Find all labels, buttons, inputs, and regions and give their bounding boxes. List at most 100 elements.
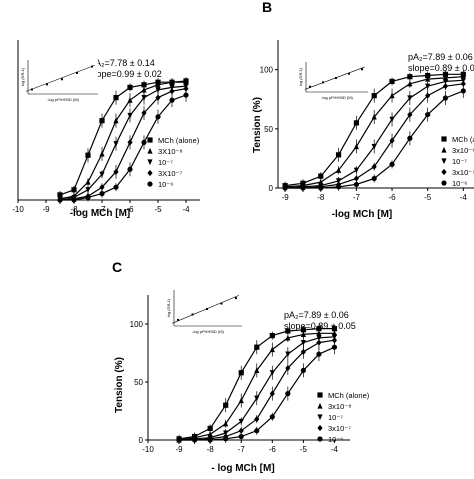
legend-marker (317, 436, 323, 442)
x-tick-label: -5 (300, 445, 308, 454)
data-point (99, 184, 105, 191)
panel-b-y-axis-label: Tension (%) (252, 97, 263, 153)
legend-marker (317, 424, 323, 432)
data-point (99, 171, 105, 178)
series-4 (57, 88, 189, 204)
legend-marker (147, 137, 153, 143)
legend-label: 3x10⁻⁷ (328, 424, 351, 433)
inset-plot: -log pFHHSiD (M) log (DR-1) (20, 60, 98, 102)
inset-point (348, 72, 350, 75)
legend-marker (317, 392, 323, 398)
data-point (223, 436, 229, 442)
data-point (155, 81, 161, 88)
data-point (371, 93, 377, 99)
series-4 (176, 340, 338, 444)
inset-point (309, 85, 311, 88)
data-point (269, 370, 275, 376)
x-tick-label: -8 (317, 193, 325, 202)
x-tick-label: -9 (176, 445, 184, 454)
legend-marker (147, 159, 153, 166)
legend-label: 3x10⁻⁸ (328, 402, 351, 411)
data-point (285, 334, 291, 341)
data-point (155, 87, 161, 94)
inset-y-label: log (DR-1) (20, 67, 25, 86)
y-tick-label: 50 (134, 378, 143, 387)
legend-label: MCh (alone) (328, 391, 370, 400)
inset-point (177, 318, 179, 321)
x-tick-label: -6 (126, 205, 134, 214)
x-tick-label: -10 (142, 445, 154, 454)
data-point (183, 79, 189, 85)
data-point (353, 175, 359, 182)
legend-label: MCh (alone) (452, 135, 474, 144)
data-point (371, 175, 377, 182)
data-point (371, 143, 377, 150)
data-point (238, 427, 244, 434)
inset-point (322, 81, 324, 84)
series-line (285, 90, 464, 189)
inset-point (206, 308, 208, 310)
inset-point (335, 77, 337, 79)
panel-c-annotation-slope: slope=0.89 ± 0.05 (284, 321, 356, 331)
data-point (155, 94, 161, 101)
legend-label: MCh (alone) (158, 136, 200, 145)
data-point (113, 95, 119, 101)
legend-marker (441, 136, 447, 142)
data-point (238, 418, 244, 425)
x-tick-label: -10 (12, 205, 24, 214)
data-point (353, 181, 359, 188)
data-point (316, 351, 322, 357)
data-point (407, 95, 413, 102)
series-0 (176, 324, 338, 443)
inset-x-label: -log pFHHSiD (M) (192, 329, 224, 334)
inset-fit-line (25, 64, 96, 92)
inset-y-label: log (DR-1) (298, 67, 303, 86)
y-tick-label: 50 (264, 125, 273, 134)
panel-b-label: B (262, 0, 272, 15)
data-point (141, 95, 147, 101)
panel-a-x-axis-label: -log MCh [M] (70, 208, 131, 219)
data-point (127, 139, 133, 146)
data-point (85, 178, 91, 185)
data-point (335, 167, 342, 173)
legend-label: 3x10⁻⁸ (452, 146, 474, 155)
data-point (407, 111, 413, 118)
panel-a-annotation-slope: slope=0.99 ± 0.02 (90, 69, 162, 79)
data-point (113, 168, 119, 175)
inset-point (46, 83, 48, 86)
legend-label: 10⁻⁶ (158, 180, 173, 189)
legend-label: 10⁻⁶ (452, 179, 467, 188)
data-point (316, 330, 322, 336)
data-point (113, 184, 119, 190)
data-point (407, 80, 413, 87)
inset-x-label: -log pFHHSiD (M) (321, 95, 353, 100)
data-point (318, 173, 324, 179)
series-line (59, 81, 186, 200)
data-point (141, 86, 147, 93)
series-line (179, 339, 335, 441)
data-point (207, 437, 213, 443)
data-point (127, 166, 133, 172)
x-tick-label: -4 (331, 445, 339, 454)
data-point (389, 137, 395, 144)
inset-point (91, 65, 93, 68)
x-tick-label: -9 (42, 205, 50, 214)
data-point (371, 113, 377, 120)
data-point (57, 197, 63, 203)
data-point (169, 97, 175, 103)
data-point (183, 92, 189, 98)
data-point (254, 367, 260, 373)
data-point (389, 92, 395, 99)
data-point (113, 117, 119, 124)
legend-label: 3x10⁻⁷ (452, 168, 474, 177)
legend-label: 10⁻⁷ (452, 157, 467, 166)
data-point (331, 344, 338, 350)
legend-marker (147, 169, 153, 177)
data-point (300, 185, 306, 191)
inset-fit-line (172, 295, 240, 324)
data-point (335, 152, 342, 158)
legend-marker (147, 181, 153, 187)
panel-c: C pA₂=7.89 ± 0.06 slope=0.89 ± 0.05 - lo… (112, 259, 370, 474)
